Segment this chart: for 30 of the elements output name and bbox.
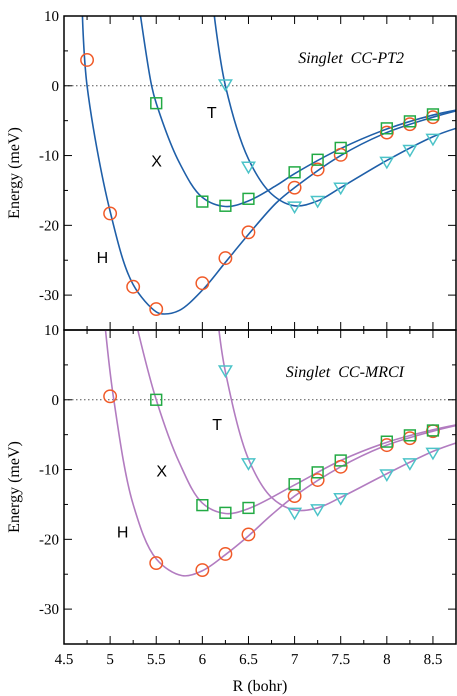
y-tick-label: -10 — [39, 148, 59, 165]
x-tick-label: 7.5 — [331, 652, 350, 668]
y-tick-label: 10 — [44, 9, 59, 25]
y-tick-label: -30 — [39, 288, 59, 304]
x-tick-label: 7 — [290, 652, 299, 668]
text: Singlet CC-MRCI — [286, 364, 405, 381]
x-tick-label: 8 — [383, 652, 391, 668]
text: Singlet CC-PT2 — [298, 50, 404, 67]
series-label: X — [156, 463, 168, 480]
series-label: X — [151, 154, 162, 171]
y-axis-title: Energy (meV) — [6, 441, 23, 533]
x-tick-label: 6.5 — [239, 652, 258, 668]
y-tick-label: -10 — [39, 462, 59, 479]
x-tick-label: 6 — [198, 652, 207, 668]
y-tick-label: 0 — [52, 392, 59, 409]
series-label: H — [116, 524, 128, 542]
x-axis-title: R (bohr) — [232, 678, 288, 695]
y-tick-label: -20 — [39, 218, 59, 234]
x-tick-label: 5.5 — [146, 652, 166, 668]
y-tick-label: -20 — [39, 532, 59, 548]
x-tick-label: 4.5 — [54, 652, 74, 668]
x-tick-label: 8.5 — [424, 652, 442, 668]
series-label: H — [96, 250, 108, 267]
series-label: T — [212, 417, 222, 434]
y-axis-title: Energy (meV) — [6, 127, 23, 219]
y-tick-label: 0 — [52, 78, 59, 95]
y-tick-label: -30 — [39, 602, 59, 618]
x-tick-label: 5 — [106, 652, 114, 668]
series-label: T — [206, 105, 217, 122]
y-tick-label: 10 — [44, 323, 59, 339]
